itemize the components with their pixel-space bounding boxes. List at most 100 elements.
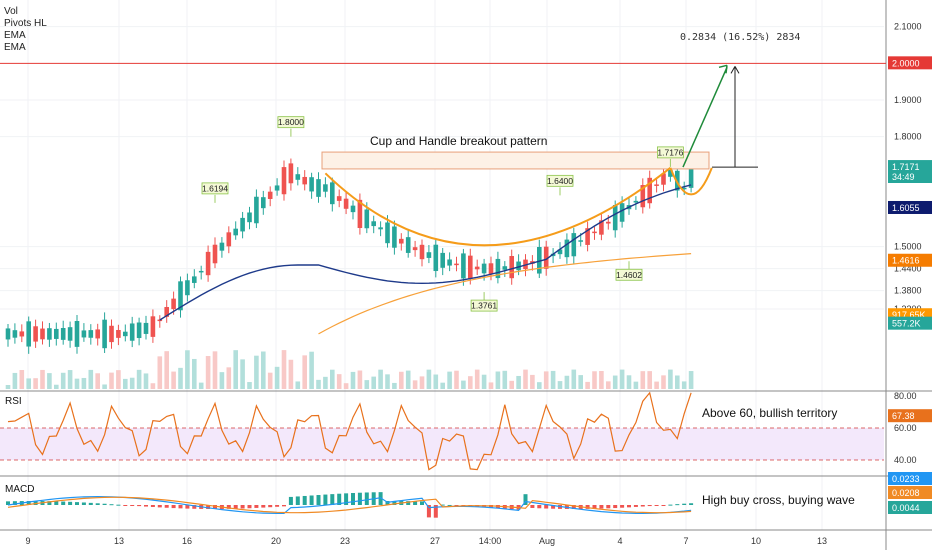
- macd-histogram-bar: [309, 495, 314, 505]
- rsi-label: RSI: [5, 396, 22, 407]
- candle: [109, 325, 114, 343]
- macd-histogram-bar: [81, 502, 86, 505]
- candle: [267, 191, 273, 199]
- macd-histogram-bar: [302, 495, 307, 505]
- macd-value-badge: [888, 472, 932, 485]
- candle: [440, 252, 445, 268]
- macd-histogram-bar: [627, 505, 631, 508]
- volume-bar: [426, 369, 432, 389]
- candle: [612, 205, 618, 231]
- resistance-zone: [321, 151, 710, 170]
- candle: [261, 197, 266, 209]
- candle: [19, 331, 25, 337]
- price-badge-label: 557.2K: [892, 319, 921, 329]
- volume-bar: [219, 372, 225, 389]
- x-tick-label: 4: [617, 536, 622, 546]
- candle: [502, 266, 508, 270]
- volume-bar: [150, 383, 156, 389]
- candle: [350, 205, 356, 213]
- candle: [661, 173, 666, 185]
- candle: [578, 240, 583, 242]
- volume-bar: [585, 381, 590, 389]
- volume-bar: [440, 382, 445, 389]
- macd-histogram-bar: [682, 503, 687, 505]
- candle: [233, 228, 238, 236]
- candle: [433, 244, 439, 272]
- volume-bar: [316, 379, 321, 389]
- x-tick-label: 23: [340, 536, 350, 546]
- macd-histogram-bar: [12, 501, 17, 505]
- candle: [26, 321, 31, 347]
- volume-bar: [619, 369, 625, 389]
- macd-histogram-bar: [647, 505, 652, 507]
- candle: [357, 199, 363, 229]
- macd-histogram-bar: [130, 505, 135, 506]
- macd-histogram-bar: [261, 505, 266, 508]
- candle: [219, 242, 225, 251]
- macd-histogram-bar: [537, 505, 542, 509]
- macd-histogram-bar: [233, 505, 238, 509]
- price-badge-label: 1.6055: [892, 203, 920, 213]
- volume-bar: [557, 381, 563, 389]
- x-tick-label: 7: [683, 536, 688, 546]
- rsi-line: [7, 391, 692, 471]
- pivot-label: 1.4602: [616, 270, 642, 280]
- candle: [54, 328, 59, 339]
- volume-bar: [343, 383, 349, 389]
- candle: [468, 255, 473, 279]
- volume-bar: [405, 370, 411, 389]
- rsi-current-label: 67.38: [892, 411, 915, 421]
- volume-bar: [433, 374, 439, 389]
- candle: [60, 328, 66, 340]
- candle: [157, 319, 163, 322]
- candle: [274, 185, 280, 191]
- volume-bar: [309, 351, 314, 389]
- pivot-label-box: [277, 116, 305, 129]
- y-tick-label: 1.5000: [894, 242, 922, 252]
- macd-histogram-bar: [330, 494, 335, 505]
- candle: [654, 184, 659, 186]
- macd-histogram-bar: [357, 492, 362, 505]
- rsi-tick-label: 40.00: [894, 455, 917, 465]
- volume-bar: [47, 373, 52, 389]
- rsi-tick-label: 60.00: [894, 423, 917, 433]
- pivot-label: 1.7176: [657, 147, 683, 157]
- macd-histogram-bar: [344, 493, 349, 505]
- volume-bar: [447, 371, 452, 389]
- volume-bar: [481, 374, 487, 389]
- candle: [302, 176, 307, 185]
- volume-bar: [592, 371, 597, 389]
- volume-bar: [12, 372, 18, 389]
- macd-histogram-bar: [116, 504, 121, 506]
- volume-bar: [336, 374, 342, 389]
- volume-bar: [143, 373, 149, 389]
- macd-histogram-bar: [654, 505, 659, 506]
- indicator-vol-label: Vol: [4, 6, 18, 17]
- volume-bar: [81, 377, 87, 389]
- macd-signal-line: [7, 496, 692, 514]
- volume-bar: [95, 373, 100, 389]
- candle: [247, 212, 252, 223]
- pivot-label-box: [615, 268, 643, 281]
- candle: [557, 249, 563, 255]
- candle: [474, 266, 480, 270]
- volume-bar: [461, 380, 466, 389]
- candle: [198, 270, 204, 273]
- price-badge-label: 917.65K: [892, 310, 926, 320]
- volume-bar: [330, 369, 335, 389]
- breakout-arrow-head: [718, 64, 728, 74]
- candle: [47, 328, 52, 340]
- x-tick-label: 13: [114, 536, 124, 546]
- candle: [592, 231, 597, 234]
- macd-histogram-bar: [144, 505, 148, 507]
- volume-bar: [205, 356, 211, 389]
- measure-arrow-head: [730, 66, 740, 74]
- volume-bar: [654, 381, 659, 389]
- volume-bar: [543, 371, 549, 389]
- macd-histogram-bar: [406, 501, 411, 505]
- candle: [364, 209, 370, 229]
- candle: [516, 261, 521, 271]
- volume-bar: [302, 355, 307, 389]
- price-badge: [888, 56, 932, 70]
